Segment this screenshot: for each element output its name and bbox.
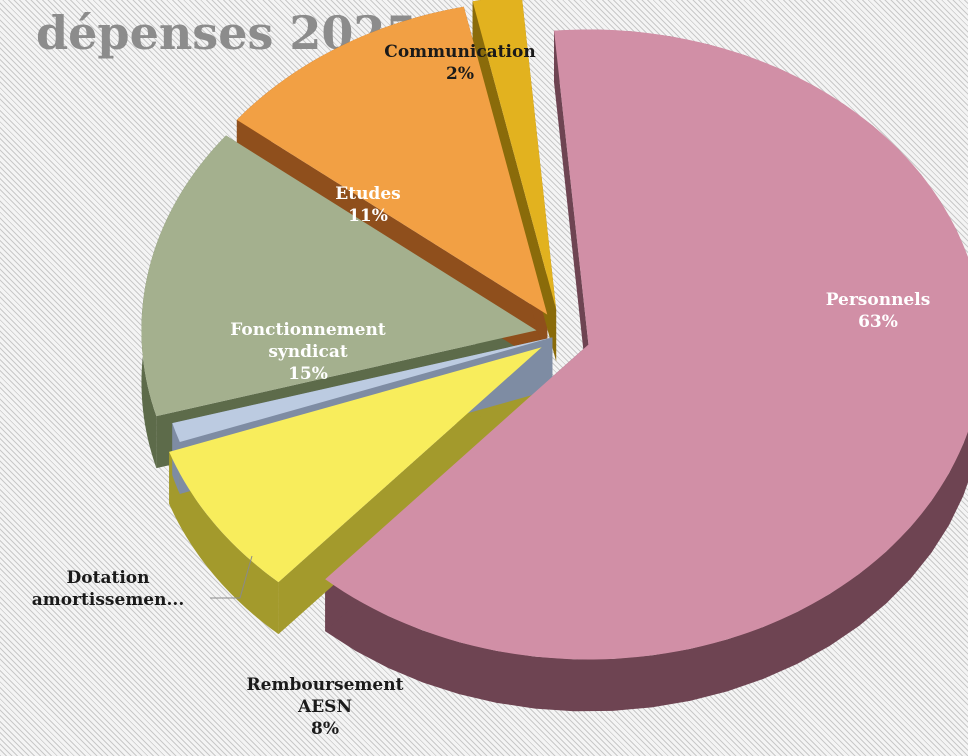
pie-slice xyxy=(172,337,553,443)
slice-label: Fonctionnement syndicat 15% xyxy=(230,320,386,384)
slice-label: Remboursement AESN 8% xyxy=(247,675,404,739)
pie-slice-wall xyxy=(554,30,589,397)
slice-value-label: 8% xyxy=(311,719,339,739)
slice-value-label: 11% xyxy=(348,206,388,226)
slice-label: Dotation amortissemen... xyxy=(32,568,185,610)
slice-value-label: 15% xyxy=(288,364,328,384)
pie-slice-rim xyxy=(169,451,279,635)
pie-slice xyxy=(141,135,537,417)
slice-value-label: 63% xyxy=(858,312,898,332)
pie-slice xyxy=(472,0,557,310)
slice-label: Etudes 11% xyxy=(335,184,400,226)
pie-slice xyxy=(325,29,968,660)
slice-label: Communication 2% xyxy=(384,42,535,84)
pie-slice-rim xyxy=(325,29,968,712)
pie-slice xyxy=(169,347,542,583)
slice-value-label: 2% xyxy=(446,64,474,84)
leader-line xyxy=(210,555,253,599)
pie-slice xyxy=(236,6,548,315)
slice-label: Personnels 63% xyxy=(826,290,931,332)
